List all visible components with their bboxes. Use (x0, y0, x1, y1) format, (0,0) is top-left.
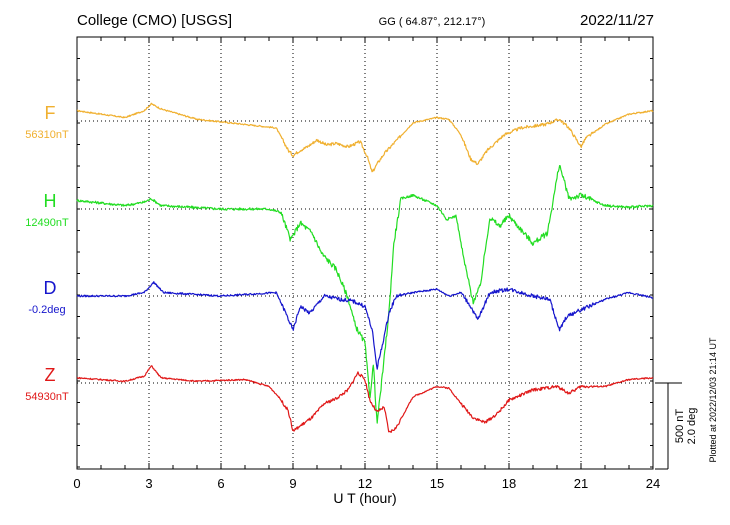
x-tick-label: 12 (358, 476, 372, 491)
x-tick-label: 3 (145, 476, 152, 491)
x-tick-label: 6 (217, 476, 224, 491)
x-tick-label: 18 (502, 476, 516, 491)
x-tick-label: 21 (574, 476, 588, 491)
station-coords: GG ( 64.87°, 212.17°) (379, 16, 486, 28)
x-axis-label: U T (hour) (333, 490, 396, 506)
scale-bar: 500 nT 2.0 deg (655, 382, 698, 470)
scale-bar-deg-label: 2.0 deg (686, 408, 698, 445)
axis-ticks (76, 37, 654, 469)
series-baseline-label-z: 54930nT (25, 391, 69, 403)
x-tick-label: 24 (646, 476, 660, 491)
series-baseline-label-h: 12490nT (25, 217, 69, 229)
series-baseline-label-f: 56310nT (25, 129, 69, 141)
series-name-z: Z (45, 365, 56, 385)
series-name-h: H (44, 191, 57, 211)
series-labels: F 56310nT H 12490nT D -0.2deg Z 54930nT (25, 103, 69, 403)
series-line-h (76, 165, 654, 424)
grid-lines (148, 37, 582, 469)
x-tick-labels: 0 3 6 9 12 15 18 21 24 (73, 476, 660, 491)
x-tick-label: 0 (73, 476, 80, 491)
series-line-f (76, 102, 654, 173)
scale-bar-nt-label: 500 nT (674, 409, 686, 444)
series-name-d: D (44, 278, 57, 298)
plotted-timestamp: Plotted at 2022/12/03 21:14 UT (708, 337, 718, 463)
x-tick-label: 15 (430, 476, 444, 491)
x-tick-label: 9 (289, 476, 296, 491)
series-lines (76, 102, 654, 433)
station-title: College (CMO) [USGS] (77, 12, 232, 29)
series-name-f: F (45, 103, 56, 123)
series-line-z (76, 365, 654, 433)
series-line-d (76, 281, 654, 370)
series-baseline-label-d: -0.2deg (28, 304, 65, 316)
plot-date: 2022/11/27 (580, 12, 654, 29)
